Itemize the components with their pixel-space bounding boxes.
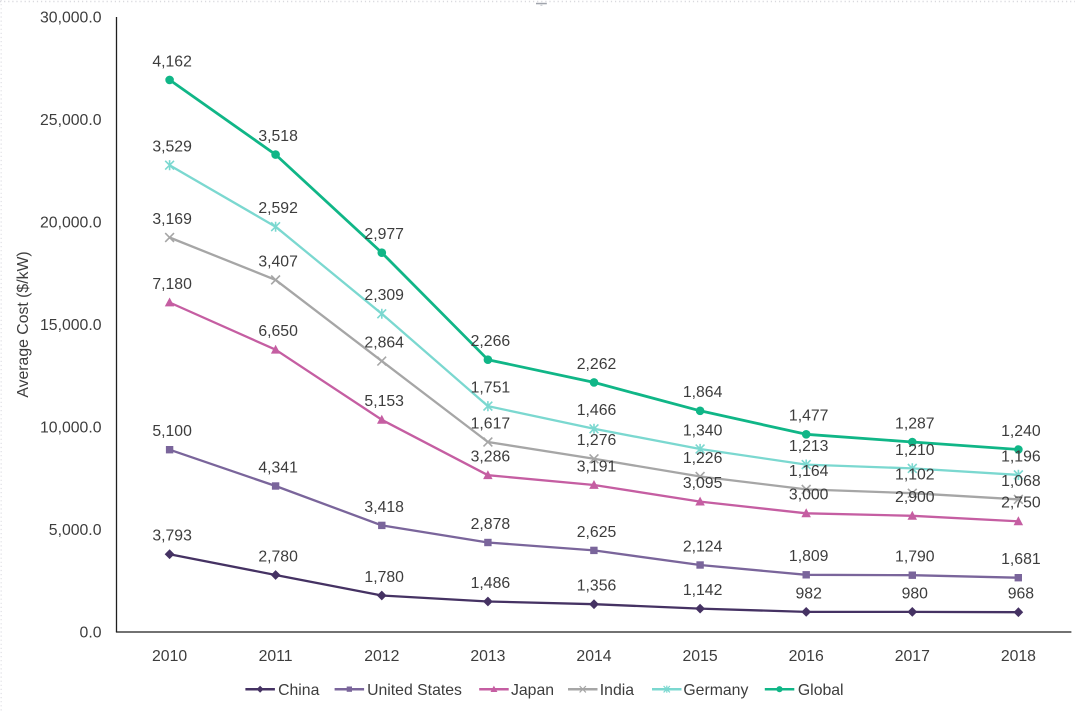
svg-text:1,790: 1,790 (895, 549, 935, 566)
svg-text:20,000.0: 20,000.0 (40, 215, 102, 232)
svg-text:2,780: 2,780 (258, 548, 298, 565)
svg-text:980: 980 (902, 585, 929, 602)
svg-text:2,625: 2,625 (577, 524, 617, 541)
svg-text:2,309: 2,309 (364, 287, 404, 304)
svg-text:3,000: 3,000 (789, 487, 829, 504)
svg-text:1,240: 1,240 (1001, 423, 1041, 440)
svg-text:1,210: 1,210 (895, 442, 935, 459)
svg-text:3,286: 3,286 (471, 449, 511, 466)
svg-text:1,226: 1,226 (683, 450, 723, 467)
svg-text:China: China (278, 682, 319, 699)
svg-text:5,100: 5,100 (152, 423, 192, 440)
svg-text:Average Cost ($/kW): Average Cost ($/kW) (15, 251, 32, 397)
svg-text:1,809: 1,809 (789, 548, 829, 565)
svg-text:2010: 2010 (152, 648, 187, 665)
svg-text:1,477: 1,477 (789, 408, 829, 425)
svg-text:1,196: 1,196 (1001, 448, 1041, 465)
svg-text:2,750: 2,750 (1001, 495, 1041, 512)
svg-text:10,000.0: 10,000.0 (40, 420, 102, 437)
svg-text:4,162: 4,162 (152, 53, 192, 70)
svg-text:7,180: 7,180 (152, 276, 192, 293)
svg-text:0.0: 0.0 (80, 625, 102, 642)
svg-text:1,276: 1,276 (577, 432, 617, 449)
svg-text:United States: United States (367, 682, 462, 699)
svg-text:1,864: 1,864 (683, 384, 723, 401)
svg-text:25,000.0: 25,000.0 (40, 112, 102, 129)
svg-text:1,486: 1,486 (471, 575, 511, 592)
svg-text:1,466: 1,466 (577, 402, 617, 419)
svg-text:6,650: 6,650 (258, 323, 298, 340)
svg-text:1,340: 1,340 (683, 422, 723, 439)
svg-text:1,751: 1,751 (471, 380, 511, 397)
svg-text:3,418: 3,418 (364, 499, 404, 516)
svg-text:3,793: 3,793 (152, 528, 192, 545)
svg-text:2,878: 2,878 (471, 516, 511, 533)
svg-text:15,000.0: 15,000.0 (40, 317, 102, 334)
svg-text:1,068: 1,068 (1001, 473, 1041, 490)
svg-text:30,000.0: 30,000.0 (40, 10, 102, 27)
svg-text:2017: 2017 (895, 648, 930, 665)
svg-text:1,213: 1,213 (789, 438, 829, 455)
svg-text:2012: 2012 (364, 648, 399, 665)
svg-text:3,529: 3,529 (152, 139, 192, 156)
svg-text:5,153: 5,153 (364, 393, 404, 410)
svg-text:1,617: 1,617 (471, 415, 511, 432)
svg-text:3,518: 3,518 (258, 128, 298, 145)
svg-text:4,341: 4,341 (258, 459, 298, 476)
svg-text:2,592: 2,592 (258, 200, 298, 217)
svg-text:2,266: 2,266 (471, 333, 511, 350)
svg-text:3,407: 3,407 (258, 253, 298, 270)
svg-text:3,095: 3,095 (683, 475, 723, 492)
svg-text:2,864: 2,864 (364, 335, 404, 352)
svg-text:Japan: Japan (511, 682, 554, 699)
svg-text:Germany: Germany (683, 682, 748, 699)
svg-text:Global: Global (798, 682, 844, 699)
svg-text:2,124: 2,124 (683, 538, 723, 555)
svg-text:982: 982 (796, 585, 822, 602)
svg-text:1,102: 1,102 (895, 467, 935, 484)
svg-text:2013: 2013 (470, 648, 505, 665)
svg-text:1,681: 1,681 (1001, 551, 1041, 568)
svg-text:2016: 2016 (789, 648, 824, 665)
svg-text:2014: 2014 (576, 648, 611, 665)
svg-text:1,356: 1,356 (577, 578, 617, 595)
svg-text:2,977: 2,977 (364, 226, 404, 243)
svg-text:2,262: 2,262 (577, 356, 617, 373)
svg-text:2015: 2015 (683, 648, 718, 665)
svg-text:2,900: 2,900 (895, 489, 935, 506)
svg-text:5,000.0: 5,000.0 (49, 522, 102, 539)
svg-text:1,780: 1,780 (364, 569, 404, 586)
svg-text:3,169: 3,169 (152, 211, 192, 228)
svg-text:2018: 2018 (1001, 648, 1036, 665)
svg-text:1,142: 1,142 (683, 582, 723, 599)
svg-text:2011: 2011 (259, 648, 293, 665)
svg-text:968: 968 (1008, 586, 1035, 603)
svg-text:1,164: 1,164 (789, 463, 829, 480)
svg-text:3,191: 3,191 (577, 458, 617, 475)
svg-text:India: India (600, 682, 634, 699)
svg-text:1,287: 1,287 (895, 415, 935, 432)
